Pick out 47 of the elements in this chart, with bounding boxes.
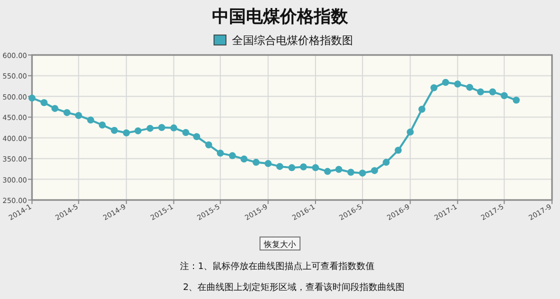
point xyxy=(454,80,462,88)
point xyxy=(418,106,426,113)
point xyxy=(216,150,224,157)
point xyxy=(205,141,212,148)
legend-label: 全国综合电煤价格指数图 xyxy=(232,34,353,47)
point xyxy=(193,133,200,140)
point xyxy=(371,167,378,174)
text: 注：1、鼠标停放在曲线图描点上可查看指数数值 xyxy=(180,261,375,272)
point xyxy=(63,109,70,116)
chart-title: 中国电煤价格指数 xyxy=(212,7,349,27)
point xyxy=(170,124,178,132)
point xyxy=(158,124,166,131)
point xyxy=(122,129,130,136)
point xyxy=(51,104,58,112)
point xyxy=(288,164,296,172)
reset-button: 恢复大小 xyxy=(260,236,300,250)
point xyxy=(512,96,520,104)
point xyxy=(134,127,142,134)
point xyxy=(382,158,390,166)
point xyxy=(75,112,82,119)
point xyxy=(324,168,332,175)
point xyxy=(335,166,342,173)
point xyxy=(477,88,484,96)
point xyxy=(466,84,474,91)
point xyxy=(276,162,284,170)
point xyxy=(347,168,354,176)
point xyxy=(312,164,319,172)
point xyxy=(430,84,438,92)
point xyxy=(489,88,496,96)
point xyxy=(300,163,307,170)
point xyxy=(110,126,118,134)
point xyxy=(240,155,248,162)
point xyxy=(182,128,190,136)
point xyxy=(264,160,272,168)
point xyxy=(146,124,154,132)
point xyxy=(394,146,402,154)
point xyxy=(442,78,450,86)
text: 2、在曲线图上划定矩形区域，查看该时间段指数曲线图 xyxy=(183,282,405,293)
point xyxy=(500,92,508,100)
point xyxy=(40,99,48,106)
point xyxy=(87,116,94,124)
point xyxy=(406,128,414,136)
point xyxy=(228,152,236,160)
point xyxy=(28,94,36,102)
point xyxy=(98,122,106,129)
point xyxy=(252,158,260,166)
point xyxy=(358,170,366,177)
